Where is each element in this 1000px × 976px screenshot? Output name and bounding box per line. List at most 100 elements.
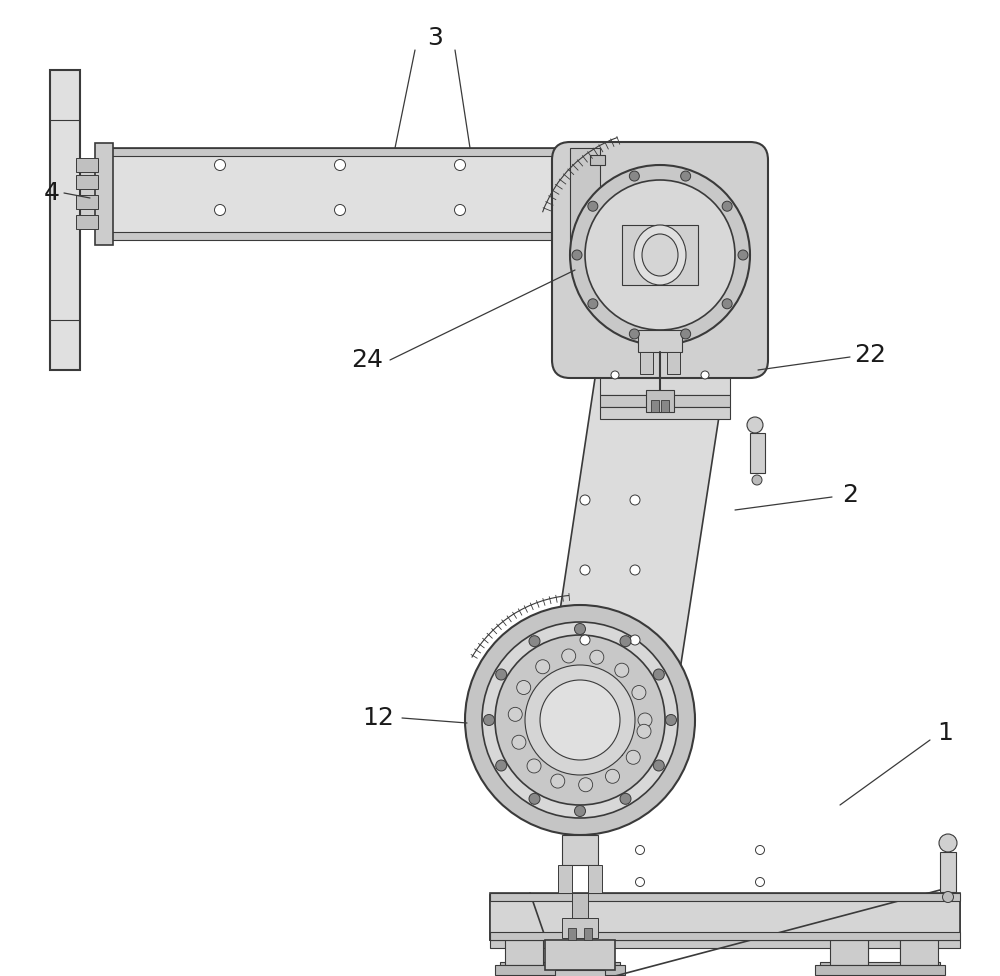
Bar [490,895,960,940]
Bar [590,220,605,230]
Circle shape [454,205,466,216]
Circle shape [620,793,631,804]
Circle shape [636,877,644,886]
Text: 24: 24 [351,348,383,372]
Bar [95,143,113,245]
Circle shape [630,495,640,505]
Circle shape [756,877,765,886]
Text: 4: 4 [44,181,60,205]
Circle shape [562,649,576,663]
Bar [750,433,765,473]
Polygon shape [530,345,730,810]
Circle shape [580,565,590,575]
Circle shape [588,299,598,308]
Circle shape [637,724,651,738]
Circle shape [508,708,522,721]
Circle shape [747,417,763,433]
Circle shape [454,159,466,171]
Bar [538,685,622,755]
Circle shape [629,329,639,339]
Circle shape [484,714,494,725]
Circle shape [496,669,507,680]
Circle shape [629,171,639,182]
Circle shape [529,793,540,804]
Circle shape [588,201,598,211]
Bar [505,940,543,965]
Circle shape [701,371,709,379]
Bar [110,148,590,156]
Circle shape [620,635,631,647]
Text: 1: 1 [937,721,953,745]
Bar [76,195,98,209]
Circle shape [482,622,678,818]
Circle shape [517,680,531,695]
Circle shape [529,635,540,647]
Circle shape [666,714,676,725]
Bar [661,400,669,412]
Circle shape [579,778,593,792]
Circle shape [606,769,620,784]
Bar [110,148,590,240]
Circle shape [630,565,640,575]
Bar [640,352,653,374]
Ellipse shape [634,225,686,285]
Circle shape [525,665,635,775]
Circle shape [632,685,646,700]
Circle shape [214,205,226,216]
Bar [490,940,960,948]
Text: 22: 22 [854,343,886,367]
Bar [555,970,605,976]
Bar [584,928,592,940]
Bar [815,965,945,975]
Circle shape [465,605,695,835]
Circle shape [738,250,748,260]
Circle shape [572,250,582,260]
Circle shape [615,664,629,677]
Circle shape [942,891,954,903]
Bar [495,965,625,975]
Bar [830,940,868,965]
Text: 3: 3 [427,26,443,50]
Circle shape [626,751,640,764]
Bar [562,835,598,865]
Bar [568,928,576,940]
Bar [588,865,602,893]
Bar [622,225,698,285]
Circle shape [611,371,619,379]
Bar [570,148,600,240]
Bar [76,215,98,229]
Circle shape [334,159,346,171]
Circle shape [551,774,565,788]
Circle shape [334,205,346,216]
Circle shape [574,805,586,817]
Bar [840,940,868,962]
Bar [76,158,98,172]
Bar [940,852,956,892]
Bar [570,940,608,965]
Circle shape [630,635,640,645]
Bar [546,695,614,745]
Circle shape [653,760,664,771]
Bar [572,893,588,918]
Bar [651,400,659,412]
FancyBboxPatch shape [552,142,768,378]
Circle shape [752,475,762,485]
Bar [510,940,538,962]
Circle shape [681,329,691,339]
Bar [646,390,674,412]
Bar [562,918,598,938]
Bar [900,940,928,962]
Bar [76,175,98,189]
Circle shape [527,759,541,773]
Bar [638,330,682,352]
Bar [570,940,598,962]
Bar [490,932,960,940]
Text: 12: 12 [362,706,394,730]
Circle shape [585,180,735,330]
Bar [545,940,615,970]
Bar [590,155,605,165]
Circle shape [653,669,664,680]
Circle shape [540,680,620,760]
Circle shape [496,760,507,771]
Bar [600,395,730,407]
